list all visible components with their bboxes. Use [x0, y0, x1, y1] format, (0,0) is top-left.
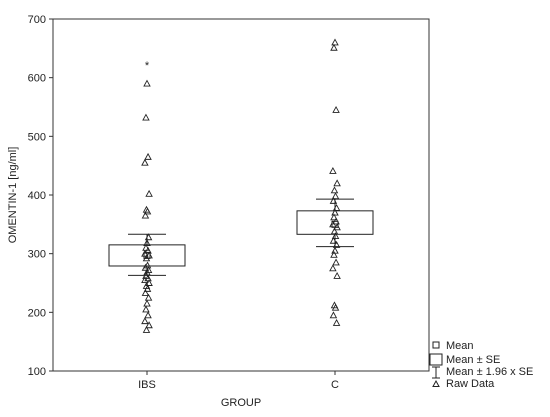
- raw-data-point: [331, 208, 339, 216]
- y-tick-label: 300: [28, 249, 46, 261]
- raw-data-point: [330, 213, 338, 221]
- raw-data-point: [145, 251, 153, 259]
- raw-data-point: [144, 233, 153, 241]
- raw-data-point: [333, 179, 341, 187]
- raw-data-point: [141, 158, 149, 166]
- y-axis: 100 200 300 400 500 600 700: [28, 14, 53, 378]
- raw-data-point: [143, 207, 152, 215]
- raw-data-point: [143, 284, 152, 292]
- x-axis: IBS C: [138, 371, 339, 391]
- plot-area: [52, 18, 430, 372]
- raw-data-point: [144, 293, 153, 301]
- legend: Mean Mean ± SE Mean ± 1.96 x SE Raw Data: [429, 340, 533, 390]
- raw-data-point: [145, 279, 153, 286]
- raw-data-point: [331, 38, 339, 46]
- raw-data-point: [332, 240, 341, 248]
- raw-data-point: [143, 239, 151, 247]
- outlier-point: *: [145, 60, 150, 72]
- raw-data-point: [144, 152, 152, 160]
- raw-data-point: [329, 196, 338, 204]
- y-tick-label: 700: [28, 14, 46, 26]
- legend-raw-data-label: Raw Data: [446, 378, 495, 390]
- raw-data-point: [330, 43, 338, 51]
- raw-data-point: [330, 186, 339, 194]
- raw-data-point: [144, 274, 152, 282]
- x-axis-title: GROUP: [221, 397, 261, 409]
- raw-data-point: [144, 246, 152, 254]
- raw-data-point: [141, 263, 150, 271]
- raw-data-point: [329, 167, 337, 174]
- raw-data-point: [145, 321, 153, 329]
- raw-data-point: [333, 223, 341, 231]
- raw-data-point: [141, 249, 149, 257]
- x-tick-label: IBS: [138, 379, 156, 391]
- raw-data-point: [143, 299, 151, 307]
- raw-data-point: [143, 79, 151, 87]
- raw-data-point: [142, 325, 151, 333]
- raw-data-point: [333, 272, 341, 279]
- y-axis-title: OMENTIN-1 [ng/ml]: [7, 147, 19, 244]
- y-tick-label: 600: [28, 73, 46, 85]
- raw-data-point: [145, 189, 153, 197]
- raw-data-point: [329, 264, 337, 272]
- raw-data-point: [141, 317, 149, 325]
- raw-data-point: [329, 311, 338, 319]
- raw-data-point: [142, 113, 150, 121]
- raw-data-point: [141, 276, 149, 284]
- legend-se-box-marker: [429, 353, 443, 366]
- y-tick-label: 100: [28, 366, 46, 378]
- legend-ci-whisker-marker: [432, 366, 440, 379]
- raw-data-point: [144, 311, 152, 319]
- raw-data-point: [329, 236, 338, 244]
- y-tick-label: 400: [28, 190, 46, 202]
- box-groups: *: [108, 38, 374, 333]
- legend-raw-data-marker: [432, 379, 440, 387]
- raw-data-point: [142, 305, 150, 313]
- raw-data-point: [332, 105, 340, 113]
- raw-data-point: [331, 303, 340, 311]
- legend-mean-marker: [432, 341, 440, 349]
- raw-data-point: [141, 289, 150, 296]
- raw-data-point: [332, 318, 341, 326]
- y-tick-label: 500: [28, 131, 46, 143]
- group-ibs: *: [108, 60, 186, 333]
- raw-data-point: [331, 232, 340, 240]
- raw-data-point: [332, 258, 340, 266]
- legend-ci-label: Mean ± 1.96 x SE: [446, 366, 533, 378]
- x-tick-label: C: [331, 379, 339, 391]
- raw-data-point: [142, 254, 151, 262]
- raw-data-point: [331, 246, 339, 254]
- legend-mean-label: Mean: [446, 340, 474, 352]
- y-tick-label: 200: [28, 307, 46, 319]
- raw-data-point: [330, 250, 338, 258]
- raw-data-point: [142, 243, 150, 251]
- raw-data-point: [332, 217, 340, 225]
- raw-data-point: [331, 192, 340, 200]
- raw-data-point: [330, 227, 339, 235]
- raw-data-point: [141, 211, 150, 219]
- group-c: [296, 38, 374, 326]
- legend-se-label: Mean ± SE: [446, 354, 500, 366]
- raw-data-point: [329, 220, 337, 228]
- raw-data-point: [332, 203, 341, 211]
